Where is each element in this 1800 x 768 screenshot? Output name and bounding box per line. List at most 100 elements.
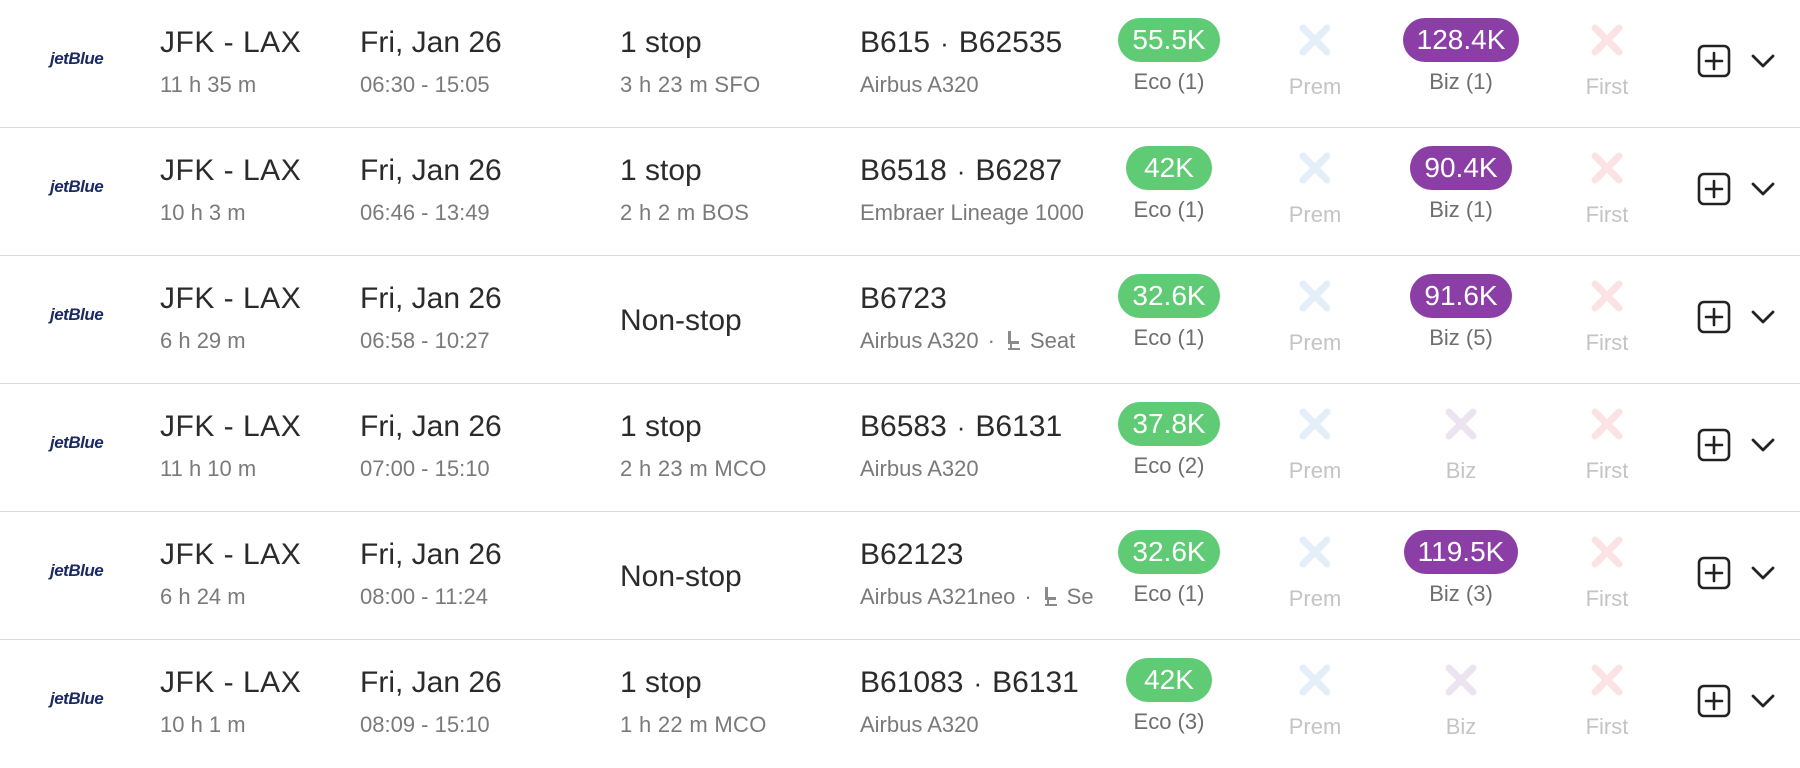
economy-fare[interactable]: 42K Eco (3): [1104, 658, 1234, 735]
economy-fare[interactable]: 55.5K Eco (1): [1104, 18, 1234, 95]
flight-row[interactable]: jetBlue JFK - LAX 11 h 10 m Fri, Jan 26 …: [0, 384, 1800, 512]
duration-label: 11 h 35 m: [160, 72, 257, 97]
airline-logo: jetBlue: [50, 433, 104, 452]
seat-icon: [1044, 587, 1057, 606]
business-price-pill[interactable]: 128.4K: [1402, 18, 1520, 62]
add-plus-icon[interactable]: [1697, 172, 1731, 206]
times-label: 06:30 - 15:05: [360, 72, 490, 97]
business-fare[interactable]: 91.6K Biz (5): [1396, 274, 1526, 351]
premium-fare: Prem: [1250, 658, 1380, 740]
flight-separator: ·: [956, 156, 966, 186]
stops-label: 1 stop: [620, 26, 702, 59]
aircraft-info: Airbus A320 · Seat: [860, 328, 1096, 354]
economy-fare[interactable]: 32.6K Eco (1): [1104, 530, 1234, 607]
premium-label: Prem: [1288, 586, 1342, 611]
route-label: JFK - LAX: [160, 666, 302, 699]
seat-icon: [1007, 331, 1020, 350]
premium-label: Prem: [1288, 458, 1342, 483]
economy-fare[interactable]: 37.8K Eco (2): [1104, 402, 1234, 479]
business-fare[interactable]: Biz: [1396, 658, 1526, 740]
economy-label: Eco (2): [1133, 453, 1205, 478]
chevron-down-icon[interactable]: [1750, 308, 1776, 326]
economy-price-pill[interactable]: 55.5K: [1118, 18, 1220, 62]
premium-label: Prem: [1288, 714, 1342, 739]
economy-price-pill[interactable]: 42K: [1126, 658, 1212, 702]
first-fare: First: [1542, 402, 1672, 484]
aircraft-info: Airbus A320: [860, 712, 1096, 738]
first-fare: First: [1542, 274, 1672, 356]
business-fare[interactable]: 128.4K Biz (1): [1396, 18, 1526, 95]
unavailable-x-icon: [1299, 152, 1331, 184]
add-plus-icon[interactable]: [1697, 428, 1731, 462]
flight-number: B62123: [860, 538, 964, 571]
seat-feature: Seat: [1004, 328, 1075, 353]
chevron-down-icon[interactable]: [1750, 564, 1776, 582]
flight-row[interactable]: jetBlue JFK - LAX 6 h 29 m Fri, Jan 26 0…: [0, 256, 1800, 384]
business-fare[interactable]: 90.4K Biz (1): [1396, 146, 1526, 223]
duration-label: 6 h 24 m: [160, 584, 246, 609]
chevron-down-icon[interactable]: [1750, 52, 1776, 70]
add-plus-icon[interactable]: [1697, 684, 1731, 718]
premium-label: Prem: [1288, 330, 1342, 355]
chevron-down-icon[interactable]: [1750, 180, 1776, 198]
flight-separator: ·: [956, 412, 966, 442]
flight-number: B615: [860, 26, 931, 59]
route-label: JFK - LAX: [160, 282, 302, 315]
aircraft-info: Airbus A320: [860, 72, 1096, 98]
first-label: First: [1585, 586, 1629, 611]
economy-price-pill[interactable]: 32.6K: [1118, 530, 1220, 574]
aircraft-label: Airbus A320: [860, 712, 979, 737]
date-label: Fri, Jan 26: [360, 282, 502, 315]
duration-label: 10 h 1 m: [160, 712, 246, 737]
unavailable-x-icon: [1591, 664, 1623, 696]
flight-numbers: B61083 · B6131: [860, 666, 1079, 700]
first-fare: First: [1542, 18, 1672, 100]
duration-label: 10 h 3 m: [160, 200, 246, 225]
business-fare[interactable]: 119.5K Biz (3): [1396, 530, 1526, 607]
flight-row[interactable]: jetBlue JFK - LAX 11 h 35 m Fri, Jan 26 …: [0, 0, 1800, 128]
flight-number: B6131: [992, 666, 1079, 699]
business-price-pill[interactable]: 90.4K: [1410, 146, 1512, 190]
business-fare[interactable]: Biz: [1396, 402, 1526, 484]
chevron-down-icon[interactable]: [1750, 436, 1776, 454]
stops-label: Non-stop: [620, 560, 742, 593]
premium-label: Prem: [1288, 202, 1342, 227]
flight-number: B6287: [975, 154, 1063, 187]
economy-price-pill[interactable]: 32.6K: [1118, 274, 1220, 318]
business-label: Biz (5): [1429, 325, 1493, 350]
first-fare: First: [1542, 658, 1672, 740]
flight-row[interactable]: jetBlue JFK - LAX 10 h 3 m Fri, Jan 26 0…: [0, 128, 1800, 256]
aircraft-label: Airbus A320: [860, 72, 979, 97]
chevron-down-icon[interactable]: [1750, 692, 1776, 710]
business-price-pill[interactable]: 119.5K: [1403, 530, 1519, 574]
flight-numbers: B615 · B62535: [860, 26, 1062, 60]
economy-label: Eco (3): [1133, 709, 1205, 734]
economy-fare[interactable]: 32.6K Eco (1): [1104, 274, 1234, 351]
airline-logo: jetBlue: [50, 689, 104, 708]
airline-logo: jetBlue: [50, 305, 104, 324]
economy-price-pill[interactable]: 37.8K: [1118, 402, 1220, 446]
flight-numbers: B6518 · B6287: [860, 154, 1062, 188]
layover-label: 3 h 23 m SFO: [620, 72, 761, 97]
add-plus-icon[interactable]: [1697, 44, 1731, 78]
aircraft-info: Airbus A320: [860, 456, 1096, 482]
airline-logo: jetBlue: [50, 49, 104, 68]
business-label: Biz: [1445, 458, 1477, 483]
route-label: JFK - LAX: [160, 154, 302, 187]
first-label: First: [1585, 74, 1629, 99]
aircraft-label: Embraer Lineage 1000: [860, 200, 1084, 225]
business-price-pill[interactable]: 91.6K: [1410, 274, 1512, 318]
times-label: 06:46 - 13:49: [360, 200, 490, 225]
economy-label: Eco (1): [1133, 69, 1205, 94]
first-fare: First: [1542, 146, 1672, 228]
seat-feature: Se: [1041, 584, 1094, 609]
add-plus-icon[interactable]: [1697, 300, 1731, 334]
premium-fare: Prem: [1250, 274, 1380, 356]
economy-price-pill[interactable]: 42K: [1126, 146, 1212, 190]
flight-row[interactable]: jetBlue JFK - LAX 6 h 24 m Fri, Jan 26 0…: [0, 512, 1800, 640]
first-label: First: [1585, 458, 1629, 483]
add-plus-icon[interactable]: [1697, 556, 1731, 590]
flight-row[interactable]: jetBlue JFK - LAX 10 h 1 m Fri, Jan 26 0…: [0, 640, 1800, 768]
economy-fare[interactable]: 42K Eco (1): [1104, 146, 1234, 223]
unavailable-x-icon: [1591, 408, 1623, 440]
